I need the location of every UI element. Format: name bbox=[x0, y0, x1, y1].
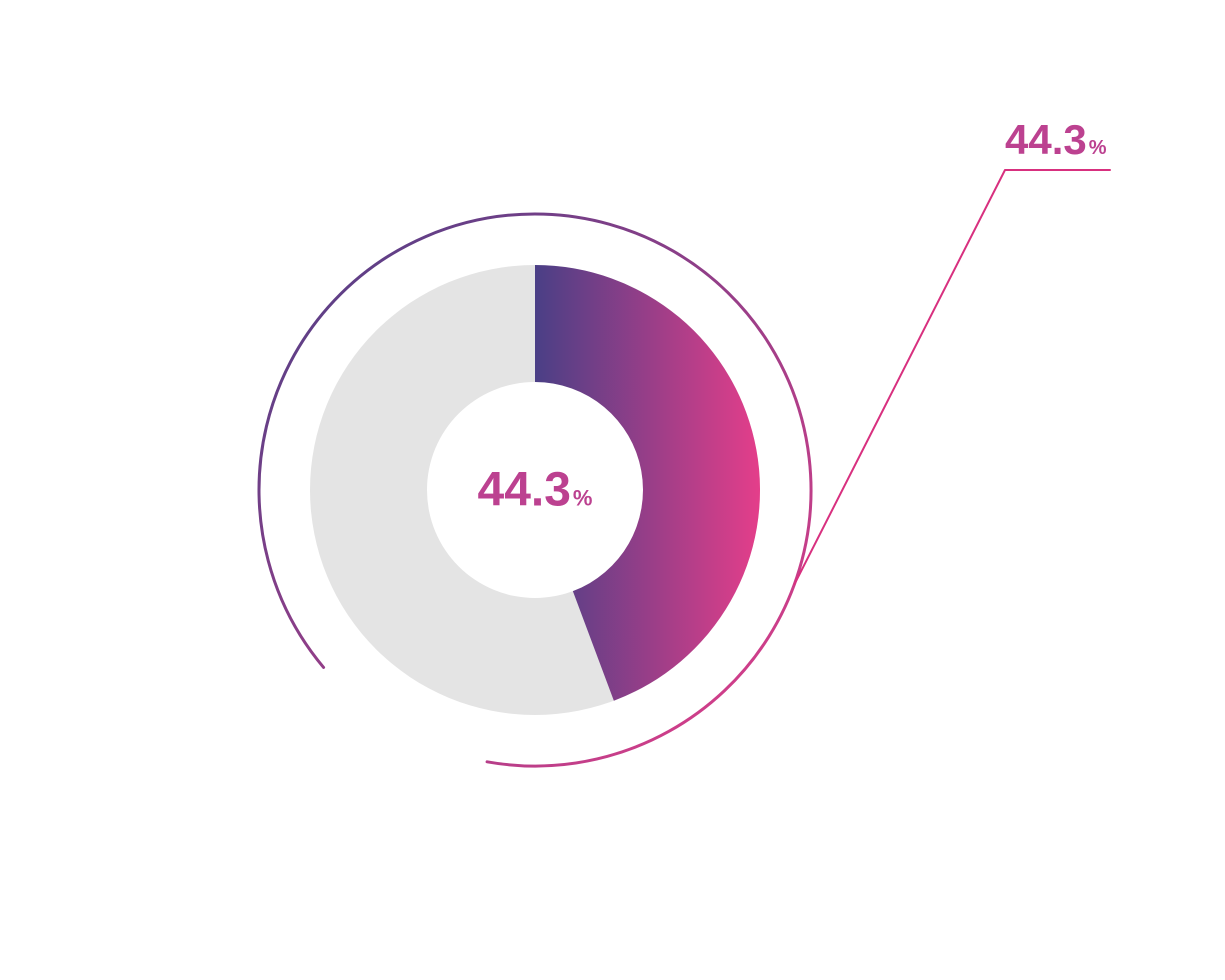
center-percentage-suffix: % bbox=[573, 486, 593, 511]
center-percentage-value: 44.3 bbox=[478, 464, 571, 517]
center-percentage-label: 44.3% bbox=[478, 463, 593, 518]
callout-percentage-value: 44.3 bbox=[1005, 116, 1087, 163]
donut-chart-stage: 44.3% 44.3% bbox=[0, 0, 1225, 980]
callout-leader-line bbox=[794, 170, 1110, 584]
callout-percentage-suffix: % bbox=[1089, 137, 1107, 159]
callout-percentage-label: 44.3% bbox=[1005, 116, 1107, 164]
